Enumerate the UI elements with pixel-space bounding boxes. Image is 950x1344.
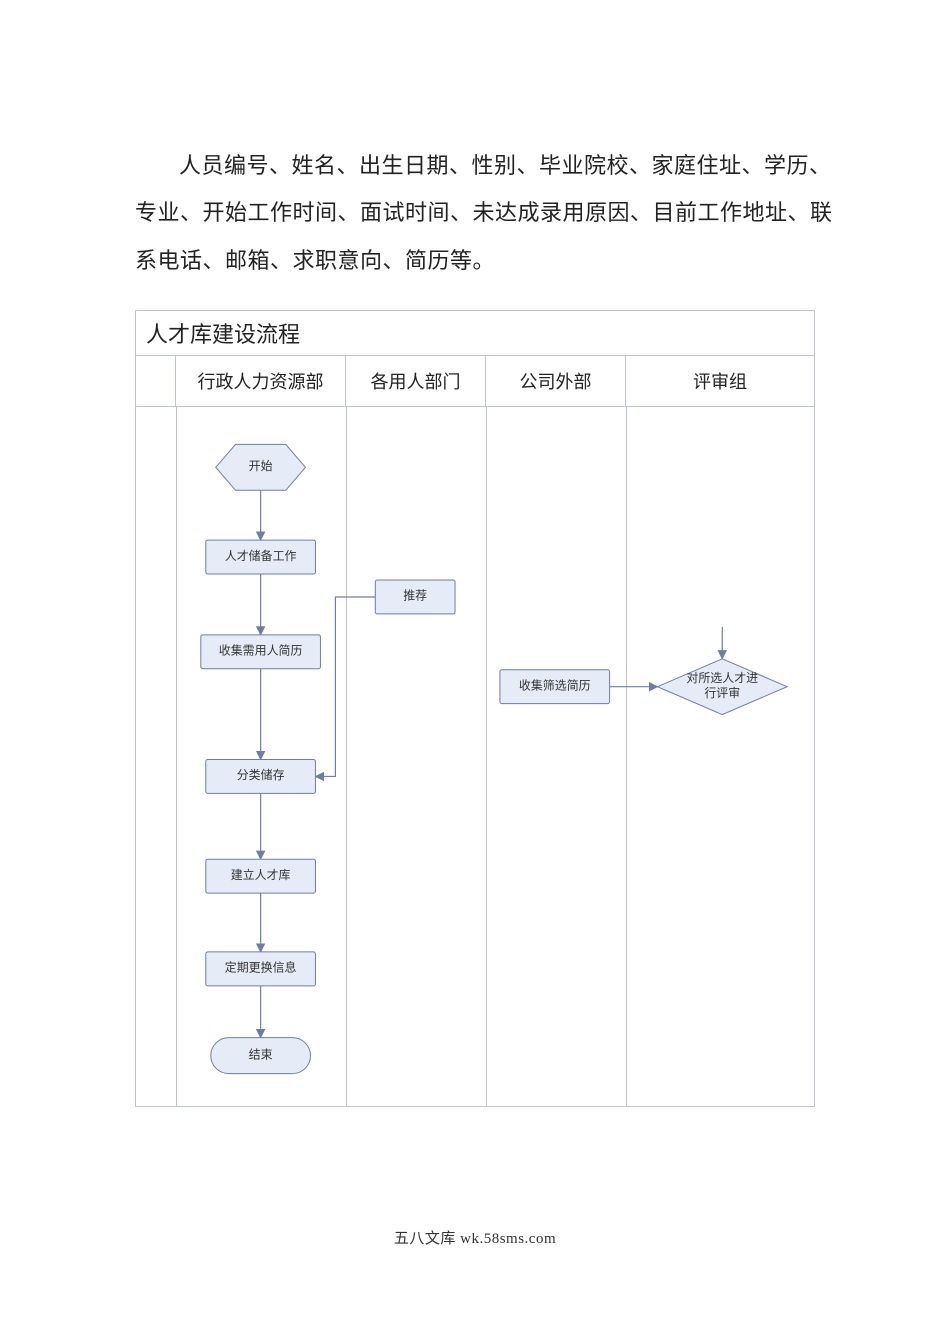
- svg-text:对所选人才进: 对所选人才进: [686, 671, 758, 685]
- svg-text:收集需用人简历: 收集需用人简历: [219, 643, 303, 658]
- diagram-title: 人才库建设流程: [135, 310, 815, 355]
- swimlane-header-row: 行政人力资源部 各用人部门 公司外部 评审组: [135, 355, 815, 407]
- swimlane-header-gutter: [136, 356, 176, 406]
- svg-text:建立人才库: 建立人才库: [231, 867, 291, 882]
- svg-text:推荐: 推荐: [403, 589, 427, 603]
- lane-header-external: 公司外部: [486, 356, 626, 406]
- svg-text:人才储备工作: 人才储备工作: [225, 548, 297, 563]
- svg-text:定期更换信息: 定期更换信息: [225, 960, 297, 975]
- swimlane-body: 开始人才储备工作收集需用人简历 推荐收集筛选简历 对所选人才进行评审分类储存建立人才…: [135, 407, 815, 1107]
- svg-text:开始: 开始: [249, 459, 273, 473]
- talent-pool-flowchart: 人才库建设流程 行政人力资源部 各用人部门 公司外部 评审组 开始人才储备工作收…: [135, 310, 815, 1096]
- svg-text:收集筛选简历: 收集筛选简历: [519, 677, 591, 692]
- page-footer: 五八文库 wk.58sms.com: [0, 1227, 950, 1248]
- footer-text: 五八文库 wk.58sms.com: [394, 1231, 556, 1247]
- svg-text:分类储存: 分类储存: [237, 767, 285, 782]
- lane-header-dept: 各用人部门: [346, 356, 486, 406]
- paragraph-text: 人员编号、姓名、出生日期、性别、毕业院校、家庭住址、学历、专业、开始工作时间、面…: [135, 153, 833, 273]
- lane-header-hr: 行政人力资源部: [176, 356, 346, 406]
- svg-text:行评审: 行评审: [704, 685, 740, 700]
- svg-text:结束: 结束: [249, 1047, 273, 1061]
- body-paragraph: 人员编号、姓名、出生日期、性别、毕业院校、家庭住址、学历、专业、开始工作时间、面…: [135, 142, 835, 284]
- flowchart-svg: 开始人才储备工作收集需用人简历 推荐收集筛选简历 对所选人才进行评审分类储存建立人才…: [136, 407, 814, 1106]
- lane-header-review: 评审组: [626, 356, 814, 406]
